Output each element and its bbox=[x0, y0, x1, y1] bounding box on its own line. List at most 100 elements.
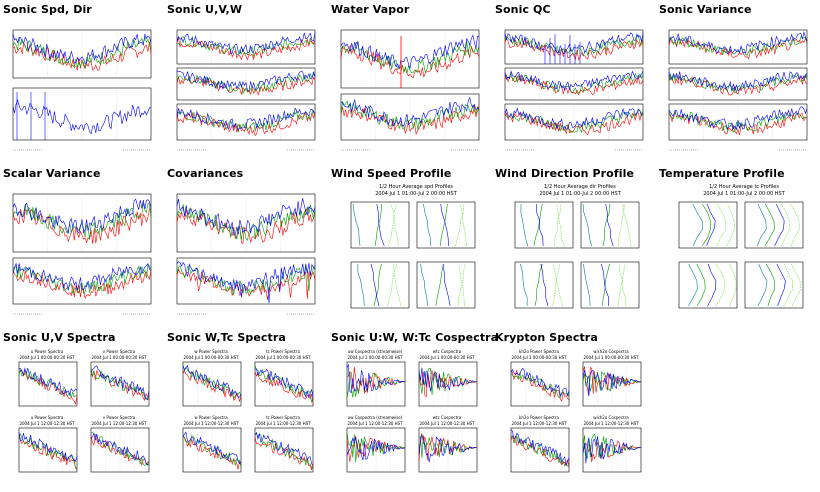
plot-thumbnail-wind-direction-profile[interactable]: 1/2 Hour Average dir Profiles 2004 Jul 1 … bbox=[495, 182, 655, 318]
spectra-panel-time: 2004 Jul 1 00:00-00:30 HST bbox=[419, 355, 475, 360]
plot-title-wind-speed-profile[interactable]: Wind Speed Profile bbox=[331, 167, 452, 180]
profile-subtitle: 1/2 Hour Average dir Profiles bbox=[544, 184, 616, 190]
spectra-panel-time: 2004 Jul 1 12:00-12:30 HST bbox=[19, 421, 75, 426]
profile-line bbox=[692, 203, 703, 247]
profile-line bbox=[370, 263, 380, 307]
plot-title-sonic-uvw[interactable]: Sonic U,V,W bbox=[167, 3, 243, 16]
profile-line bbox=[781, 203, 791, 247]
spectra-panel-time: 2004 Jul 1 00:00-00:30 HST bbox=[583, 355, 639, 360]
plot-title-covariances[interactable]: Covariances bbox=[167, 167, 244, 180]
spectra-line bbox=[346, 437, 406, 461]
spectra-line bbox=[90, 431, 150, 466]
spectra-line bbox=[90, 432, 150, 466]
plot-cell-scalar-variance: Scalar Variance bbox=[3, 167, 163, 318]
profile-panel-frame bbox=[514, 201, 574, 249]
spectra-panel-time: 2004 Jul 1 12:00-12:30 HST bbox=[255, 421, 311, 426]
profile-line bbox=[757, 263, 768, 307]
plot-title-sonic-spd-dir[interactable]: Sonic Spd, Dir bbox=[3, 3, 92, 16]
profile-line bbox=[706, 203, 716, 247]
series-line bbox=[504, 107, 644, 130]
plot-thumbnail-covariances[interactable] bbox=[167, 182, 327, 318]
plot-cell-sonic-spd-dir: Sonic Spd, Dir bbox=[3, 3, 163, 154]
profile-line bbox=[553, 263, 563, 307]
profile-line bbox=[352, 203, 361, 247]
series-line bbox=[176, 107, 316, 130]
series-line bbox=[12, 36, 152, 69]
plot-thumbnail-sonic-wtc-spectra[interactable]: w Power Spectra 2004 Jul 1 00:00-00:30 HS… bbox=[167, 346, 327, 482]
profile-line bbox=[582, 203, 592, 247]
plot-thumbnail-sonic-qc[interactable] bbox=[495, 18, 655, 154]
plot-cell-sonic-uw-wtc-cospectra: Sonic U:W, W:Tc Cospectra uw Cospectra (s… bbox=[331, 331, 499, 482]
profile-line bbox=[774, 203, 785, 247]
profile-line bbox=[533, 203, 543, 247]
profile-line bbox=[455, 203, 464, 247]
spectra-panel-time: 2004 Jul 1 12:00-12:30 HST bbox=[347, 421, 403, 426]
spectra-panel-title: w Power Spectra bbox=[194, 415, 228, 420]
series-line bbox=[340, 34, 480, 70]
spectra-panel-time: 2004 Jul 1 00:00-00:30 HST bbox=[347, 355, 403, 360]
plot-cell-water-vapor: Water Vapor bbox=[331, 3, 491, 154]
profile-panel-frame bbox=[678, 201, 738, 249]
series-line bbox=[504, 70, 644, 92]
spectra-line bbox=[582, 433, 642, 459]
plot-thumbnail-sonic-variance[interactable] bbox=[659, 18, 819, 154]
series-line bbox=[668, 73, 808, 94]
plot-title-sonic-wtc-spectra[interactable]: Sonic W,Tc Spectra bbox=[167, 331, 286, 344]
spectra-panel-title: u Power Spectra bbox=[31, 349, 64, 354]
profile-line bbox=[357, 263, 365, 307]
plot-title-sonic-qc[interactable]: Sonic QC bbox=[495, 3, 551, 16]
spectra-panel-title: uw Cospectra (streamwise) bbox=[348, 349, 403, 354]
spectra-line bbox=[582, 436, 642, 464]
profile-line bbox=[376, 203, 385, 247]
plot-thumbnail-sonic-uvw[interactable] bbox=[167, 18, 327, 154]
plot-image-sonic-qc bbox=[495, 18, 647, 154]
series-line bbox=[668, 75, 808, 96]
plot-title-water-vapor[interactable]: Water Vapor bbox=[331, 3, 410, 16]
spectra-panel-title: w Power Spectra bbox=[194, 349, 228, 354]
plot-title-sonic-uv-spectra[interactable]: Sonic U,V Spectra bbox=[3, 331, 116, 344]
spectra-panel-time: 2004 Jul 1 00:00-00:30 HST bbox=[511, 355, 567, 360]
plot-thumbnail-sonic-uw-wtc-cospectra[interactable]: uw Cospectra (streamwise) 2004 Jul 1 00:0… bbox=[331, 346, 491, 482]
profile-line bbox=[388, 203, 397, 247]
series-line bbox=[12, 263, 152, 291]
profile-line bbox=[393, 263, 402, 307]
plot-title-krypton-spectra[interactable]: Krypton Spectra bbox=[495, 331, 598, 344]
spectra-panel-title: w.kh2o Cospectra bbox=[593, 349, 629, 354]
plot-title-scalar-variance[interactable]: Scalar Variance bbox=[3, 167, 101, 180]
plot-cell-covariances: Covariances bbox=[167, 167, 327, 318]
profile-panel-frame bbox=[744, 201, 804, 249]
spectra-line bbox=[18, 369, 78, 399]
plot-title-wind-direction-profile[interactable]: Wind Direction Profile bbox=[495, 167, 635, 180]
spectra-panel-time: 2004 Jul 1 00:00-00:30 HST bbox=[183, 355, 239, 360]
spectra-panel-time: 2004 Jul 1 00:00-00:30 HST bbox=[91, 355, 147, 360]
plot-thumbnail-scalar-variance[interactable] bbox=[3, 182, 163, 318]
plot-thumbnail-wind-speed-profile[interactable]: 1/2 Hour Average spd Profiles 2004 Jul 1 … bbox=[331, 182, 491, 318]
profile-panel-frame bbox=[350, 261, 410, 309]
spectra-panel-time: 2004 Jul 1 00:00-00:30 HST bbox=[255, 355, 311, 360]
plot-title-sonic-variance[interactable]: Sonic Variance bbox=[659, 3, 752, 16]
spectra-line bbox=[346, 363, 406, 393]
plot-cell-sonic-qc: Sonic QC bbox=[495, 3, 655, 154]
plot-thumbnail-temperature-profile[interactable]: 1/2 Hour Average tc Profiles 2004 Jul 1 0… bbox=[659, 182, 819, 318]
series-line bbox=[176, 109, 316, 133]
profile-line bbox=[701, 203, 711, 247]
plot-thumbnail-krypton-spectra[interactable]: kh2o Power Spectra 2004 Jul 1 00:00-00:30… bbox=[495, 346, 655, 482]
profile-subtitle: 1/2 Hour Average tc Profiles bbox=[709, 184, 779, 190]
plot-image-sonic-variance bbox=[659, 18, 811, 154]
plot-title-sonic-uw-wtc-cospectra[interactable]: Sonic U:W, W:Tc Cospectra bbox=[331, 331, 499, 344]
spectra-panel-title: wtc Cospectra bbox=[433, 415, 462, 420]
series-line bbox=[176, 204, 316, 241]
plot-thumbnail-sonic-spd-dir[interactable] bbox=[3, 18, 163, 154]
plot-image-sonic-uv-spectra: u Power Spectra 2004 Jul 1 00:00-00:30 HS… bbox=[3, 346, 155, 482]
spectra-line bbox=[18, 369, 78, 405]
spectra-line bbox=[254, 365, 314, 403]
plot-thumbnail-sonic-uv-spectra[interactable]: u Power Spectra 2004 Jul 1 00:00-00:30 HS… bbox=[3, 346, 163, 482]
profile-panel-frame bbox=[744, 261, 804, 309]
profile-line bbox=[776, 263, 786, 307]
plot-thumbnail-water-vapor[interactable] bbox=[331, 18, 491, 154]
profile-line bbox=[605, 203, 614, 247]
spectra-line bbox=[510, 429, 570, 467]
plot-image-scalar-variance bbox=[3, 182, 155, 318]
plot-title-temperature-profile[interactable]: Temperature Profile bbox=[659, 167, 785, 180]
series-line bbox=[176, 36, 316, 61]
